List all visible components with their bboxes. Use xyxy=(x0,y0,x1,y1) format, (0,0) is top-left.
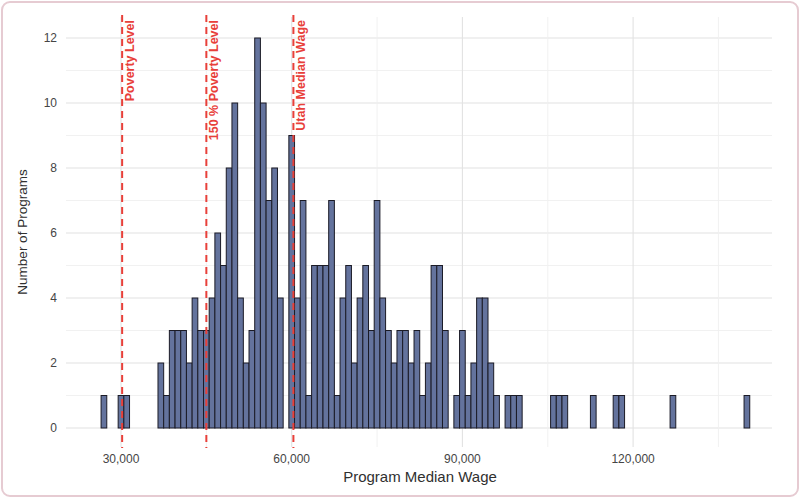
screenshot-root: Poverty Level150 % Poverty LevelUtah Med… xyxy=(0,0,800,498)
chart-frame xyxy=(1,1,799,497)
